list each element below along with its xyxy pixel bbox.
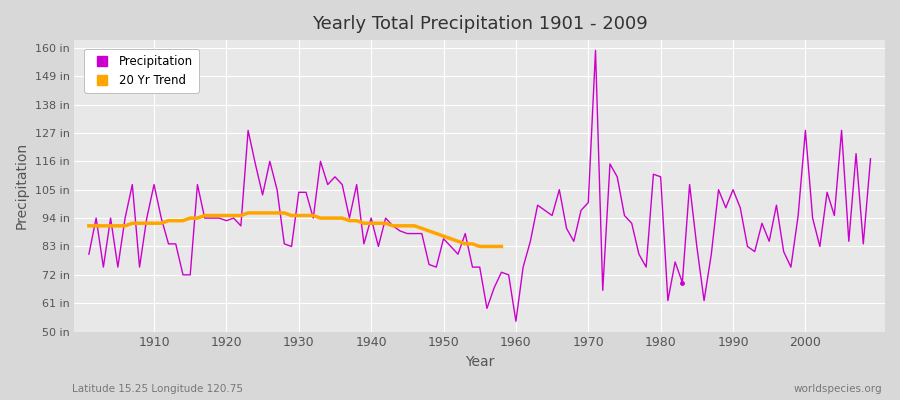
Y-axis label: Precipitation: Precipitation: [15, 142, 29, 230]
Text: worldspecies.org: worldspecies.org: [794, 384, 882, 394]
Title: Yearly Total Precipitation 1901 - 2009: Yearly Total Precipitation 1901 - 2009: [311, 15, 648, 33]
Text: Latitude 15.25 Longitude 120.75: Latitude 15.25 Longitude 120.75: [72, 384, 243, 394]
X-axis label: Year: Year: [465, 355, 494, 369]
Legend: Precipitation, 20 Yr Trend: Precipitation, 20 Yr Trend: [85, 49, 199, 93]
